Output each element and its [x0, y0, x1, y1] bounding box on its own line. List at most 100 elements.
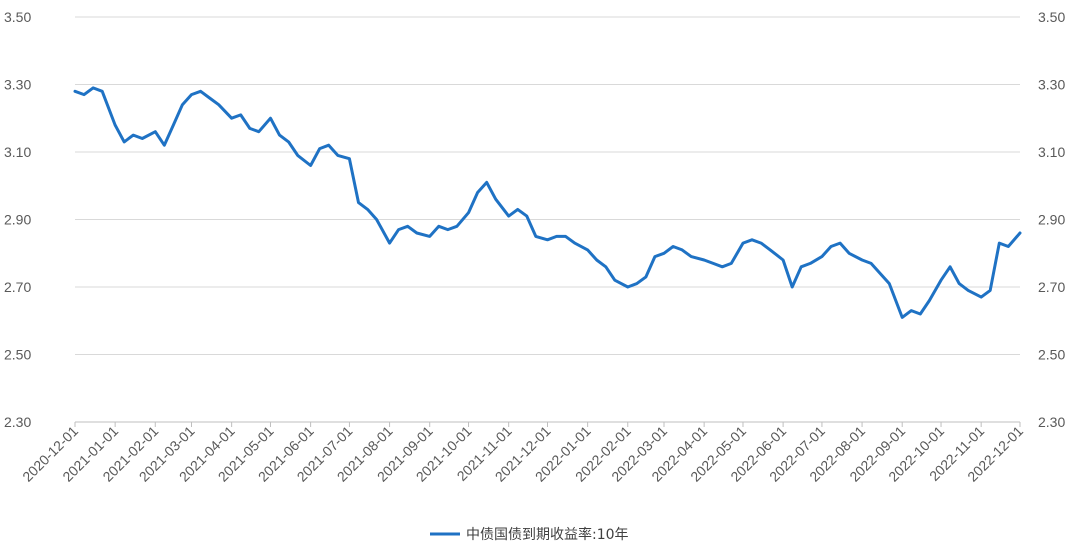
legend-label: 中债国债到期收益率:10年 [466, 526, 629, 543]
data-point [388, 242, 391, 244]
data-point [476, 191, 479, 194]
data-point [595, 259, 598, 261]
data-point [809, 262, 812, 265]
data-point [456, 225, 458, 228]
data-point [546, 239, 549, 241]
gridlines [75, 16, 1020, 355]
legend: 中债国债到期收益率:10年 [430, 526, 629, 543]
data-point [132, 134, 135, 136]
data-point [821, 255, 823, 258]
data-point [879, 272, 881, 275]
data-point [989, 289, 991, 292]
data-point [958, 282, 960, 285]
data-point [636, 282, 638, 285]
data-point [258, 130, 260, 133]
data-point [940, 279, 942, 282]
x-axis: 2020-12-012021-01-012021-02-012021-03-01… [19, 421, 1026, 485]
data-point [586, 249, 589, 251]
data-point [406, 225, 409, 228]
data-point [249, 127, 251, 130]
data-point [949, 266, 951, 268]
y-tick-label: 3.30 [4, 77, 31, 93]
data-point [516, 208, 519, 211]
data-point [690, 255, 692, 258]
data-point [535, 235, 537, 238]
y-tick-label: 3.50 [4, 9, 31, 25]
y-tick-label-right: 3.10 [1038, 144, 1065, 160]
data-point [366, 208, 369, 211]
data-point [614, 279, 616, 282]
y-tick-label: 2.50 [4, 347, 31, 363]
data-point [721, 266, 724, 268]
data-point [791, 286, 793, 288]
data-point [861, 259, 863, 261]
data-point [83, 93, 85, 96]
data-point [208, 97, 211, 99]
data-point [901, 316, 903, 319]
data-point [101, 90, 103, 93]
data-point [681, 249, 683, 251]
data-point [980, 296, 982, 298]
y-tick-label: 3.10 [4, 144, 31, 160]
series-line [73, 86, 1022, 319]
data-point [769, 249, 771, 251]
data-point [287, 141, 290, 143]
data-point [564, 235, 567, 238]
y-tick-label-right: 3.30 [1038, 77, 1065, 93]
data-point [327, 144, 330, 146]
data-point [123, 141, 125, 143]
y-tick-label: 2.30 [4, 414, 31, 430]
data-point [730, 262, 733, 265]
y-tick-label: 2.70 [4, 279, 31, 295]
data-point [839, 242, 841, 244]
series-layer [73, 86, 1022, 319]
data-point [910, 309, 913, 312]
data-point [318, 147, 321, 150]
data-point [526, 215, 528, 217]
data-point [428, 235, 431, 238]
data-point [919, 313, 922, 315]
data-point [760, 242, 762, 244]
data-point [573, 242, 576, 244]
data-point [967, 289, 969, 292]
data-point [870, 262, 872, 265]
data-point [928, 299, 931, 302]
data-point [357, 201, 360, 204]
data-point [485, 181, 488, 184]
data-point [190, 93, 193, 96]
data-point [172, 124, 175, 126]
data-point [199, 90, 202, 93]
y-tick-label-right: 2.70 [1038, 279, 1065, 295]
data-point [494, 198, 497, 200]
data-point [375, 218, 378, 221]
data-point [269, 117, 272, 119]
data-point [1007, 245, 1010, 248]
data-point [555, 235, 558, 238]
data-point [141, 137, 144, 140]
data-point [296, 154, 299, 157]
data-point [309, 164, 312, 167]
data-point [627, 286, 629, 288]
y-axis-left: 3.50 3.30 3.10 2.90 2.70 2.50 2.30 [4, 9, 31, 430]
data-point [605, 266, 607, 268]
data-point [278, 134, 281, 136]
data-point [467, 211, 470, 214]
data-point [74, 90, 76, 93]
data-point [782, 259, 784, 261]
y-tick-label-right: 2.30 [1038, 414, 1065, 430]
data-point [712, 262, 714, 265]
data-point [507, 215, 510, 217]
data-point [998, 242, 1001, 244]
data-point [438, 225, 440, 228]
data-point [742, 242, 744, 244]
data-point [217, 103, 220, 106]
y-tick-label-right: 2.90 [1038, 212, 1065, 228]
data-point [447, 228, 449, 231]
data-point [672, 245, 674, 248]
data-point [114, 124, 116, 126]
data-point [239, 114, 242, 116]
data-point [703, 259, 705, 261]
data-point [181, 103, 184, 106]
data-point [154, 130, 157, 133]
